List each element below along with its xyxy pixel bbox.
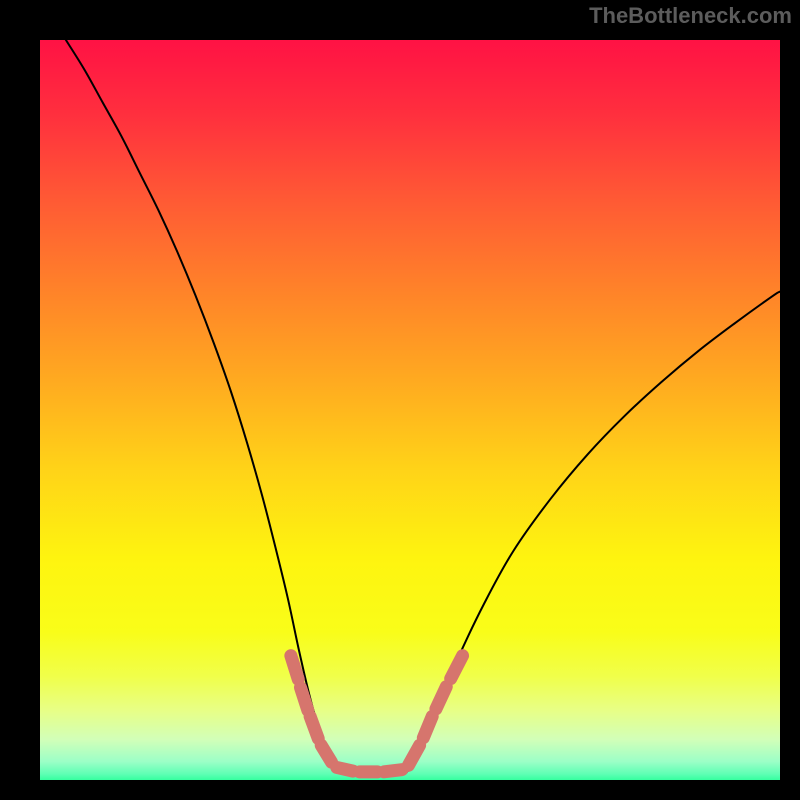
watermark-text: TheBottleneck.com: [589, 3, 792, 29]
trough-marker-dash: [337, 767, 353, 771]
trough-marker-dash: [300, 688, 307, 711]
gradient-background: [40, 40, 780, 780]
plot-area: [40, 40, 780, 780]
chart-svg: [40, 40, 780, 780]
trough-marker-dash: [310, 716, 318, 738]
trough-marker-dash: [321, 745, 331, 762]
trough-marker-dash: [291, 656, 298, 680]
trough-marker-dash: [423, 716, 432, 737]
trough-marker-dash: [384, 770, 402, 772]
